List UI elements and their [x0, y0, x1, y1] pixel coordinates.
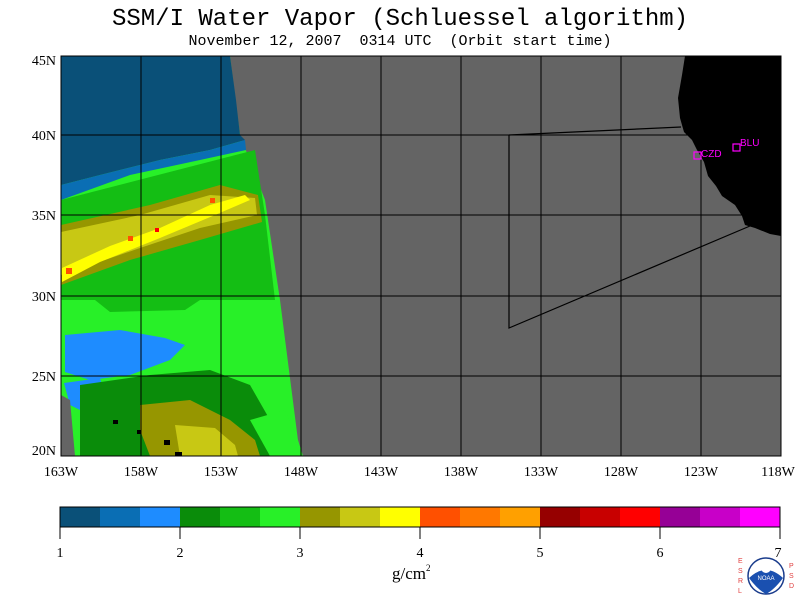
colorbar-swatch	[140, 507, 181, 527]
svg-text:P: P	[789, 563, 794, 570]
colorbar-swatch	[220, 507, 261, 527]
colorbar-swatch	[700, 507, 741, 527]
colorbar-swatch	[180, 507, 221, 527]
lon-label: 158W	[124, 465, 159, 480]
swath-band-dry-north	[61, 56, 245, 185]
station-czd-label: CZD	[701, 149, 722, 160]
graticule	[61, 56, 781, 456]
noaa-emblem-wave	[749, 570, 783, 594]
analysis-region-outline	[508, 126, 682, 136]
noaa-emblem-bird	[761, 563, 771, 573]
colorbar-label: 2	[177, 546, 184, 561]
lat-label: 35N	[32, 209, 56, 224]
psd-letters: PSD	[789, 563, 794, 590]
colorbar-swatch	[60, 507, 101, 527]
swath-dry-pocket-edge	[95, 292, 200, 312]
colorbar-label: 7	[775, 546, 782, 561]
svg-text:E: E	[738, 558, 743, 565]
colorbar-label: 4	[417, 546, 424, 561]
colorbar	[60, 507, 781, 527]
lon-label: 123W	[684, 465, 719, 480]
analysis-region-outline	[508, 135, 751, 329]
colorbar-labels: 1 2 3 4 5 6 7	[57, 546, 782, 561]
longitude-labels: 163W 158W 153W 148W 143W 138W 133W 128W …	[44, 465, 796, 480]
lat-label: 25N	[32, 370, 56, 385]
lon-label: 133W	[524, 465, 559, 480]
station-blu-marker	[732, 143, 741, 152]
colorbar-swatch	[500, 507, 541, 527]
swath-max-mark	[66, 268, 72, 274]
swath-edge-nodata	[61, 395, 75, 456]
colorbar-swatch	[660, 507, 701, 527]
lon-label: 153W	[204, 465, 239, 480]
colorbar-swatch	[620, 507, 661, 527]
colorbar-swatch	[340, 507, 381, 527]
island	[113, 420, 118, 424]
station-blu-label: BLU	[740, 138, 759, 149]
lon-label: 118W	[761, 465, 795, 480]
colorbar-label: 6	[657, 546, 664, 561]
noaa-emblem-text: NOAA	[757, 576, 774, 582]
units-exponent: 2	[426, 563, 431, 573]
lat-label: 45N	[32, 54, 56, 69]
swath-dry-pocket	[65, 330, 185, 380]
colorbar-swatch	[300, 507, 341, 527]
colorbar-swatch	[380, 507, 421, 527]
units-base: g/cm	[392, 564, 426, 583]
colorbar-label: 1	[57, 546, 64, 561]
colorbar-swatch	[740, 507, 781, 527]
swath-band-transition	[61, 140, 246, 200]
lon-label: 163W	[44, 465, 79, 480]
lon-label: 128W	[604, 465, 639, 480]
colorbar-swatch	[420, 507, 461, 527]
station-czd-marker	[693, 151, 702, 160]
swath-max-mark	[155, 228, 159, 232]
svg-text:D: D	[789, 583, 794, 590]
colorbar-label: 3	[297, 546, 304, 561]
map-title: SSM/I Water Vapor (Schluessel algorithm)	[111, 6, 689, 33]
colorbar-swatch	[260, 507, 301, 527]
colorbar-swatch	[580, 507, 621, 527]
map-frame	[60, 55, 782, 457]
colorbar-swatch	[100, 507, 141, 527]
latitude-labels: 45N 40N 35N 30N 25N 20N	[32, 54, 56, 459]
lat-label: 20N	[32, 444, 56, 459]
colorbar-ticks	[59, 527, 781, 539]
lon-label: 138W	[444, 465, 479, 480]
map-subtitle: November 12, 2007 0314 UTC (Orbit start …	[188, 33, 612, 50]
island	[175, 452, 182, 456]
lat-label: 30N	[32, 290, 56, 305]
swath-max-mark	[128, 236, 133, 241]
lon-label: 143W	[364, 465, 399, 480]
swath-southeast-strip	[250, 410, 303, 456]
swath-max-mark	[210, 198, 215, 203]
svg-text:R: R	[738, 578, 743, 585]
swath-band-moist-core	[62, 195, 250, 282]
land-north-america	[678, 56, 781, 236]
svg-text:L: L	[738, 588, 742, 595]
lon-label: 148W	[284, 465, 319, 480]
lat-label: 40N	[32, 129, 56, 144]
svg-text:S: S	[738, 568, 743, 575]
svg-text:S: S	[789, 573, 794, 580]
colorbar-label: 5	[537, 546, 544, 561]
colorbar-swatch	[460, 507, 501, 527]
colorbar-swatch	[540, 507, 581, 527]
island	[164, 440, 170, 445]
colorbar-units: g/cm2	[392, 563, 431, 584]
swath-south-moist-core	[175, 425, 238, 456]
island	[137, 430, 141, 434]
